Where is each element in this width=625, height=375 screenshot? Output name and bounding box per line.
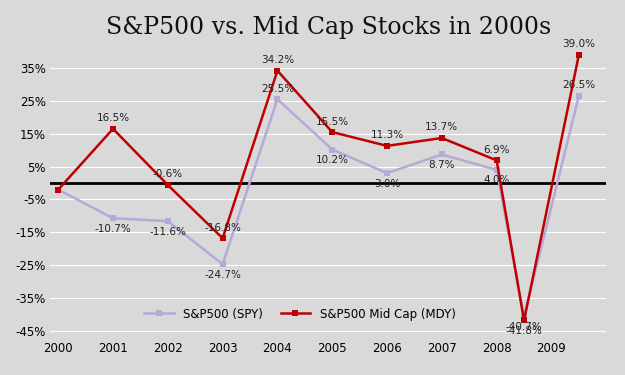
S&P500 Mid Cap (MDY): [164, 183, 172, 187]
S&P500 (SPY): [438, 152, 446, 157]
Text: -16.8%: -16.8%: [204, 223, 241, 233]
Legend: S&P500 (SPY), S&P500 Mid Cap (MDY): S&P500 (SPY), S&P500 Mid Cap (MDY): [139, 303, 460, 326]
Text: -40.7%: -40.7%: [506, 322, 542, 332]
S&P500 (SPY): [493, 168, 501, 172]
Title: S&P500 vs. Mid Cap Stocks in 2000s: S&P500 vs. Mid Cap Stocks in 2000s: [106, 16, 551, 39]
S&P500 (SPY): [329, 147, 336, 152]
S&P500 (SPY): [54, 188, 62, 192]
Text: -41.8%: -41.8%: [506, 326, 542, 336]
Text: 8.7%: 8.7%: [429, 160, 455, 170]
Text: 13.7%: 13.7%: [425, 123, 458, 132]
Text: -11.6%: -11.6%: [149, 227, 186, 237]
Text: -10.7%: -10.7%: [94, 224, 131, 234]
Text: 6.9%: 6.9%: [483, 145, 510, 155]
S&P500 (SPY): [575, 94, 582, 98]
Text: 3.0%: 3.0%: [374, 179, 400, 189]
Text: -0.6%: -0.6%: [152, 170, 183, 180]
Line: S&P500 (SPY): S&P500 (SPY): [55, 93, 582, 320]
S&P500 Mid Cap (MDY): [219, 236, 226, 240]
S&P500 (SPY): [274, 97, 281, 102]
S&P500 (SPY): [520, 315, 528, 319]
S&P500 (SPY): [219, 262, 226, 267]
S&P500 (SPY): [109, 216, 117, 220]
S&P500 Mid Cap (MDY): [109, 126, 117, 131]
S&P500 (SPY): [164, 219, 172, 224]
Text: 39.0%: 39.0%: [562, 39, 596, 49]
Text: 25.5%: 25.5%: [261, 84, 294, 94]
Text: -24.7%: -24.7%: [204, 270, 241, 280]
S&P500 (SPY): [383, 171, 391, 176]
S&P500 Mid Cap (MDY): [383, 144, 391, 148]
S&P500 Mid Cap (MDY): [575, 53, 582, 57]
Text: 11.3%: 11.3%: [371, 130, 404, 140]
S&P500 Mid Cap (MDY): [274, 68, 281, 73]
S&P500 Mid Cap (MDY): [520, 318, 528, 322]
Line: S&P500 Mid Cap (MDY): S&P500 Mid Cap (MDY): [55, 51, 582, 324]
S&P500 Mid Cap (MDY): [329, 130, 336, 134]
S&P500 Mid Cap (MDY): [438, 136, 446, 140]
Text: 26.5%: 26.5%: [562, 80, 596, 90]
S&P500 Mid Cap (MDY): [493, 158, 501, 163]
Text: 34.2%: 34.2%: [261, 55, 294, 65]
Text: 10.2%: 10.2%: [316, 155, 349, 165]
Text: 16.5%: 16.5%: [96, 113, 129, 123]
S&P500 Mid Cap (MDY): [54, 188, 62, 192]
Text: 4.0%: 4.0%: [484, 176, 510, 186]
Text: 15.5%: 15.5%: [316, 117, 349, 126]
